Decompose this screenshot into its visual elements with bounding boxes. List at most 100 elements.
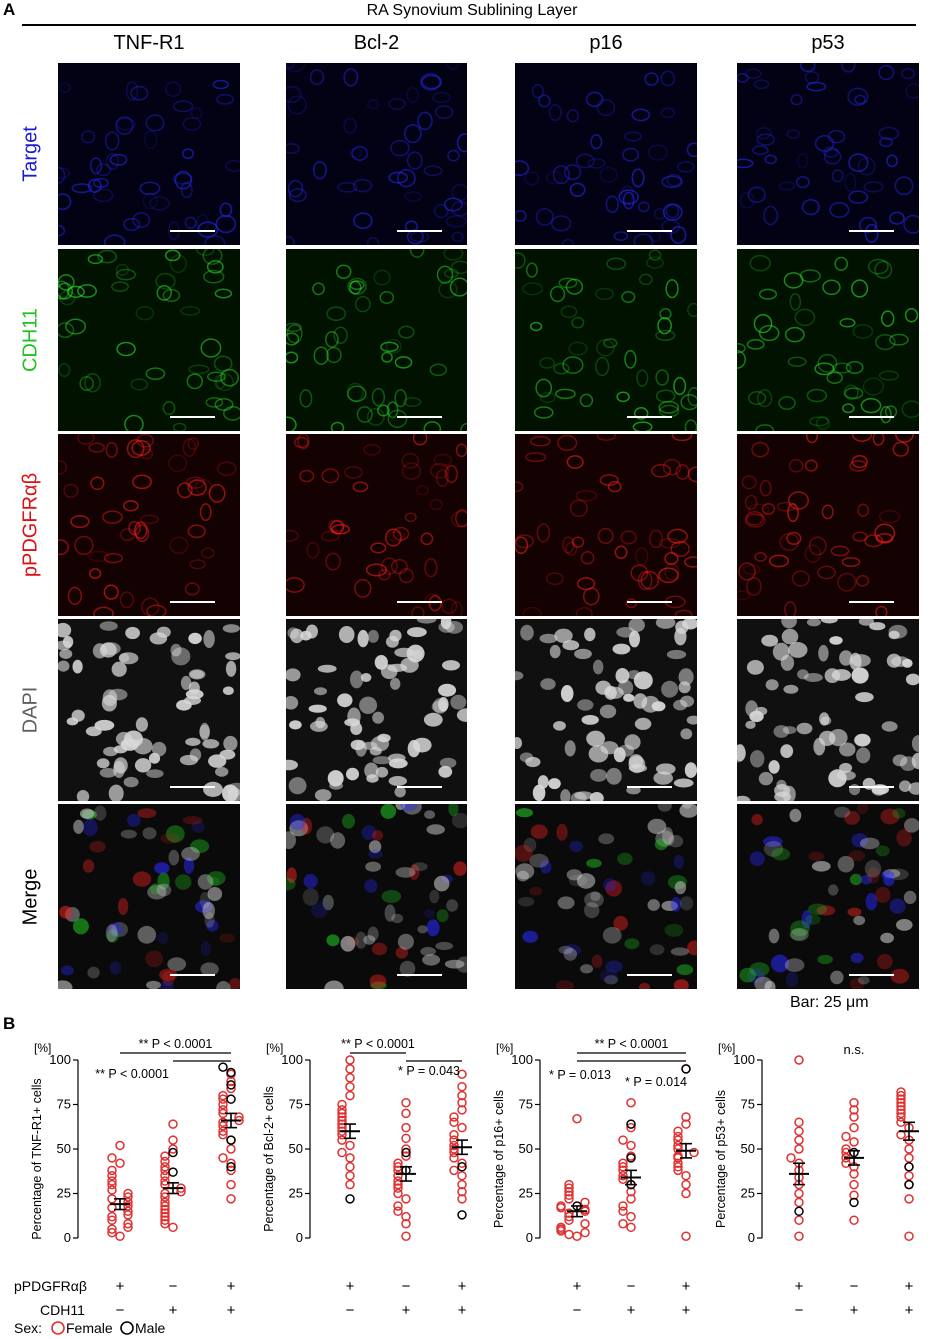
female-data-point: [904, 1231, 914, 1241]
significance-label: * P = 0.043: [398, 1064, 460, 1078]
column-header: Bcl-2: [353, 32, 400, 54]
female-data-point: [896, 1094, 906, 1104]
female-data-point: [564, 1229, 574, 1240]
female-data-point: [904, 1194, 914, 1204]
female-data-point: [123, 1206, 133, 1217]
female-data-point: [218, 1121, 228, 1131]
female-data-point: [618, 1174, 628, 1185]
female-data-point: [580, 1227, 590, 1238]
female-data-point: [564, 1194, 574, 1204]
micrograph-image: [515, 619, 697, 801]
cdh11-condition-label: −: [116, 1302, 125, 1319]
female-data-point: [393, 1206, 403, 1217]
female-data-point: [626, 1122, 636, 1133]
cdh11-condition-label: +: [458, 1302, 467, 1319]
female-data-point: [123, 1219, 133, 1229]
pdgfr-condition-label: +: [227, 1278, 236, 1295]
cdh11-row-label: CDH11: [40, 1302, 85, 1318]
female-data-point: [794, 1144, 804, 1154]
female-data-point: [226, 1165, 236, 1176]
micrograph-image: [286, 619, 467, 801]
female-data-point: [449, 1140, 459, 1151]
panel-a-letter: A: [3, 0, 16, 19]
female-data-point: [580, 1204, 590, 1215]
cdh11-condition-label: +: [402, 1302, 411, 1319]
female-data-point: [841, 1131, 851, 1142]
micrograph-image: [515, 804, 697, 989]
female-data-point: [123, 1197, 133, 1208]
female-data-point: [393, 1170, 403, 1181]
female-data-point: [626, 1186, 636, 1197]
female-data-point: [115, 1231, 125, 1241]
micrograph-image: [58, 619, 240, 801]
female-data-point: [556, 1201, 566, 1211]
male-data-point: [226, 1080, 236, 1090]
micrograph-image: [737, 619, 919, 801]
row-label: Target: [19, 126, 42, 182]
female-data-point: [337, 1112, 347, 1122]
female-data-point: [457, 1081, 467, 1092]
female-data-point: [457, 1090, 467, 1101]
y-axis-label: Percentage of Bcl-2+ cells: [262, 1086, 276, 1232]
female-data-point: [626, 1097, 636, 1108]
female-data-point: [160, 1151, 170, 1161]
female-data-point: [337, 1135, 347, 1145]
male-data-point: [168, 1167, 178, 1177]
female-data-point: [345, 1179, 355, 1190]
female-data-point: [896, 1101, 906, 1112]
female-data-point: [673, 1158, 683, 1168]
female-data-point: [160, 1215, 170, 1225]
pdgfr-condition-label: −: [169, 1278, 178, 1295]
female-data-point: [449, 1117, 459, 1128]
micrograph-image: [286, 63, 467, 245]
female-data-point: [345, 1090, 355, 1101]
female-data-point: [673, 1162, 683, 1172]
female-data-point: [457, 1097, 467, 1108]
y-axis-label: Percentage of p16+ cells: [492, 1090, 506, 1228]
female-data-point: [160, 1156, 170, 1167]
female-legend-label: Female: [66, 1320, 113, 1336]
male-legend-marker: [120, 1321, 134, 1335]
male-data-point: [345, 1194, 355, 1204]
cdh11-condition-label: −: [573, 1302, 582, 1319]
female-data-point: [681, 1231, 691, 1241]
female-data-point: [218, 1117, 228, 1128]
female-data-point: [393, 1188, 403, 1199]
y-unit-label: [%]: [496, 1041, 513, 1055]
female-data-point: [168, 1144, 178, 1154]
male-data-point: [457, 1210, 467, 1220]
female-data-point: [572, 1231, 582, 1241]
female-data-point: [681, 1188, 691, 1199]
female-data-point: [673, 1135, 683, 1145]
y-axis-label: Percentage of TNF-R1+ cells: [30, 1078, 44, 1239]
female-data-point: [337, 1099, 347, 1110]
female-data-point: [457, 1122, 467, 1133]
female-data-point: [218, 1126, 228, 1136]
female-data-point: [681, 1119, 691, 1129]
cdh11-condition-label: +: [169, 1302, 178, 1319]
female-data-point: [218, 1130, 228, 1140]
cdh11-condition-label: +: [627, 1302, 636, 1319]
y-tick-label: 0: [64, 1230, 71, 1245]
female-data-point: [160, 1162, 170, 1172]
micrograph-image: [515, 63, 697, 245]
male-data-point: [849, 1197, 859, 1208]
female-data-point: [673, 1151, 683, 1161]
row-label: Merge: [19, 868, 42, 925]
y-axis-label: Percentage of p53+ cells: [714, 1090, 728, 1228]
male-data-point: [904, 1179, 914, 1190]
y-unit-label: [%]: [718, 1041, 735, 1055]
female-data-point: [896, 1105, 906, 1115]
male-data-point: [681, 1064, 691, 1074]
female-data-point: [345, 1162, 355, 1172]
female-data-point: [123, 1222, 133, 1233]
female-data-point: [896, 1108, 906, 1119]
female-data-point: [794, 1126, 804, 1136]
female-data-point: [393, 1158, 403, 1168]
y-tick-label: 0: [748, 1230, 755, 1245]
female-data-point: [401, 1133, 411, 1144]
y-tick-label: 25: [741, 1186, 755, 1201]
micrograph-image: [515, 249, 697, 431]
female-data-point: [457, 1179, 467, 1190]
micrograph-image: [286, 249, 467, 431]
